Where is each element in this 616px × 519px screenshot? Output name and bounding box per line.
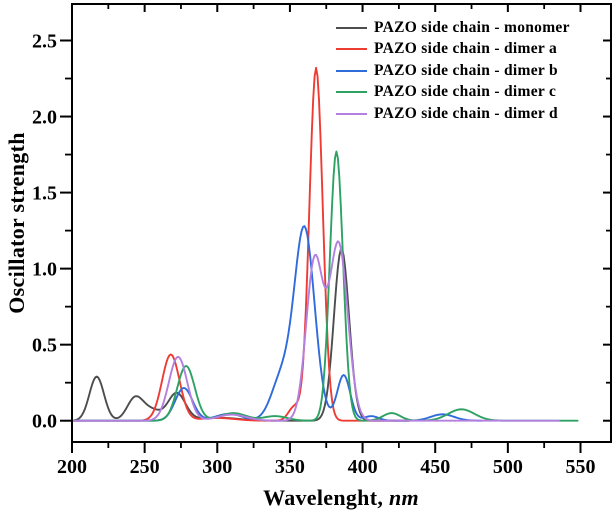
legend-label: PAZO side chain - monomer [374, 18, 570, 36]
x-tick-label: 450 [420, 456, 450, 478]
legend-item: PAZO side chain - dimer c [336, 82, 570, 104]
legend-line-swatch [336, 26, 367, 29]
series-curve [71, 240, 560, 422]
legend-label: PAZO side chain - dimer d [374, 104, 558, 122]
y-tick-label: 0.0 [32, 411, 57, 433]
legend-item: PAZO side chain - dimer a [336, 39, 570, 61]
x-tick-label: 400 [348, 456, 378, 478]
legend-label: PAZO side chain - dimer b [374, 61, 558, 79]
legend-item: PAZO side chain - dimer d [336, 103, 570, 125]
x-axis-title: Wavelenght, nm [263, 485, 419, 511]
x-tick-label: 550 [565, 456, 595, 478]
axis-frame [71, 3, 612, 443]
y-tick-label: 1.5 [32, 183, 57, 205]
legend-label: PAZO side chain - dimer c [374, 83, 557, 101]
series-curve [71, 248, 411, 422]
series-curve [71, 225, 483, 422]
legend-line-swatch [336, 91, 367, 94]
x-tick-label: 200 [57, 456, 87, 478]
y-tick-label: 2.5 [32, 31, 57, 53]
legend-line-swatch [336, 69, 367, 72]
y-tick-label: 1.0 [32, 259, 57, 281]
x-tick-label: 500 [493, 456, 523, 478]
legend-item: PAZO side chain - dimer b [336, 60, 570, 82]
y-tick-label: 0.5 [32, 335, 57, 357]
legend-label: PAZO side chain - dimer a [374, 40, 558, 58]
legend-item: PAZO side chain - monomer [336, 17, 570, 39]
x-tick-label: 250 [130, 456, 160, 478]
x-axis-title-unit: nm [388, 485, 419, 510]
x-tick-label: 300 [202, 456, 232, 478]
y-tick-label: 2.0 [32, 107, 57, 129]
x-axis-title-text: Wavelenght, [263, 485, 389, 510]
legend-line-swatch [336, 48, 367, 51]
legend: PAZO side chain - monomer PAZO side chain… [336, 17, 570, 125]
y-axis-title: Oscillator strength [4, 132, 29, 314]
x-tick-label: 350 [275, 456, 305, 478]
legend-line-swatch [336, 112, 367, 115]
